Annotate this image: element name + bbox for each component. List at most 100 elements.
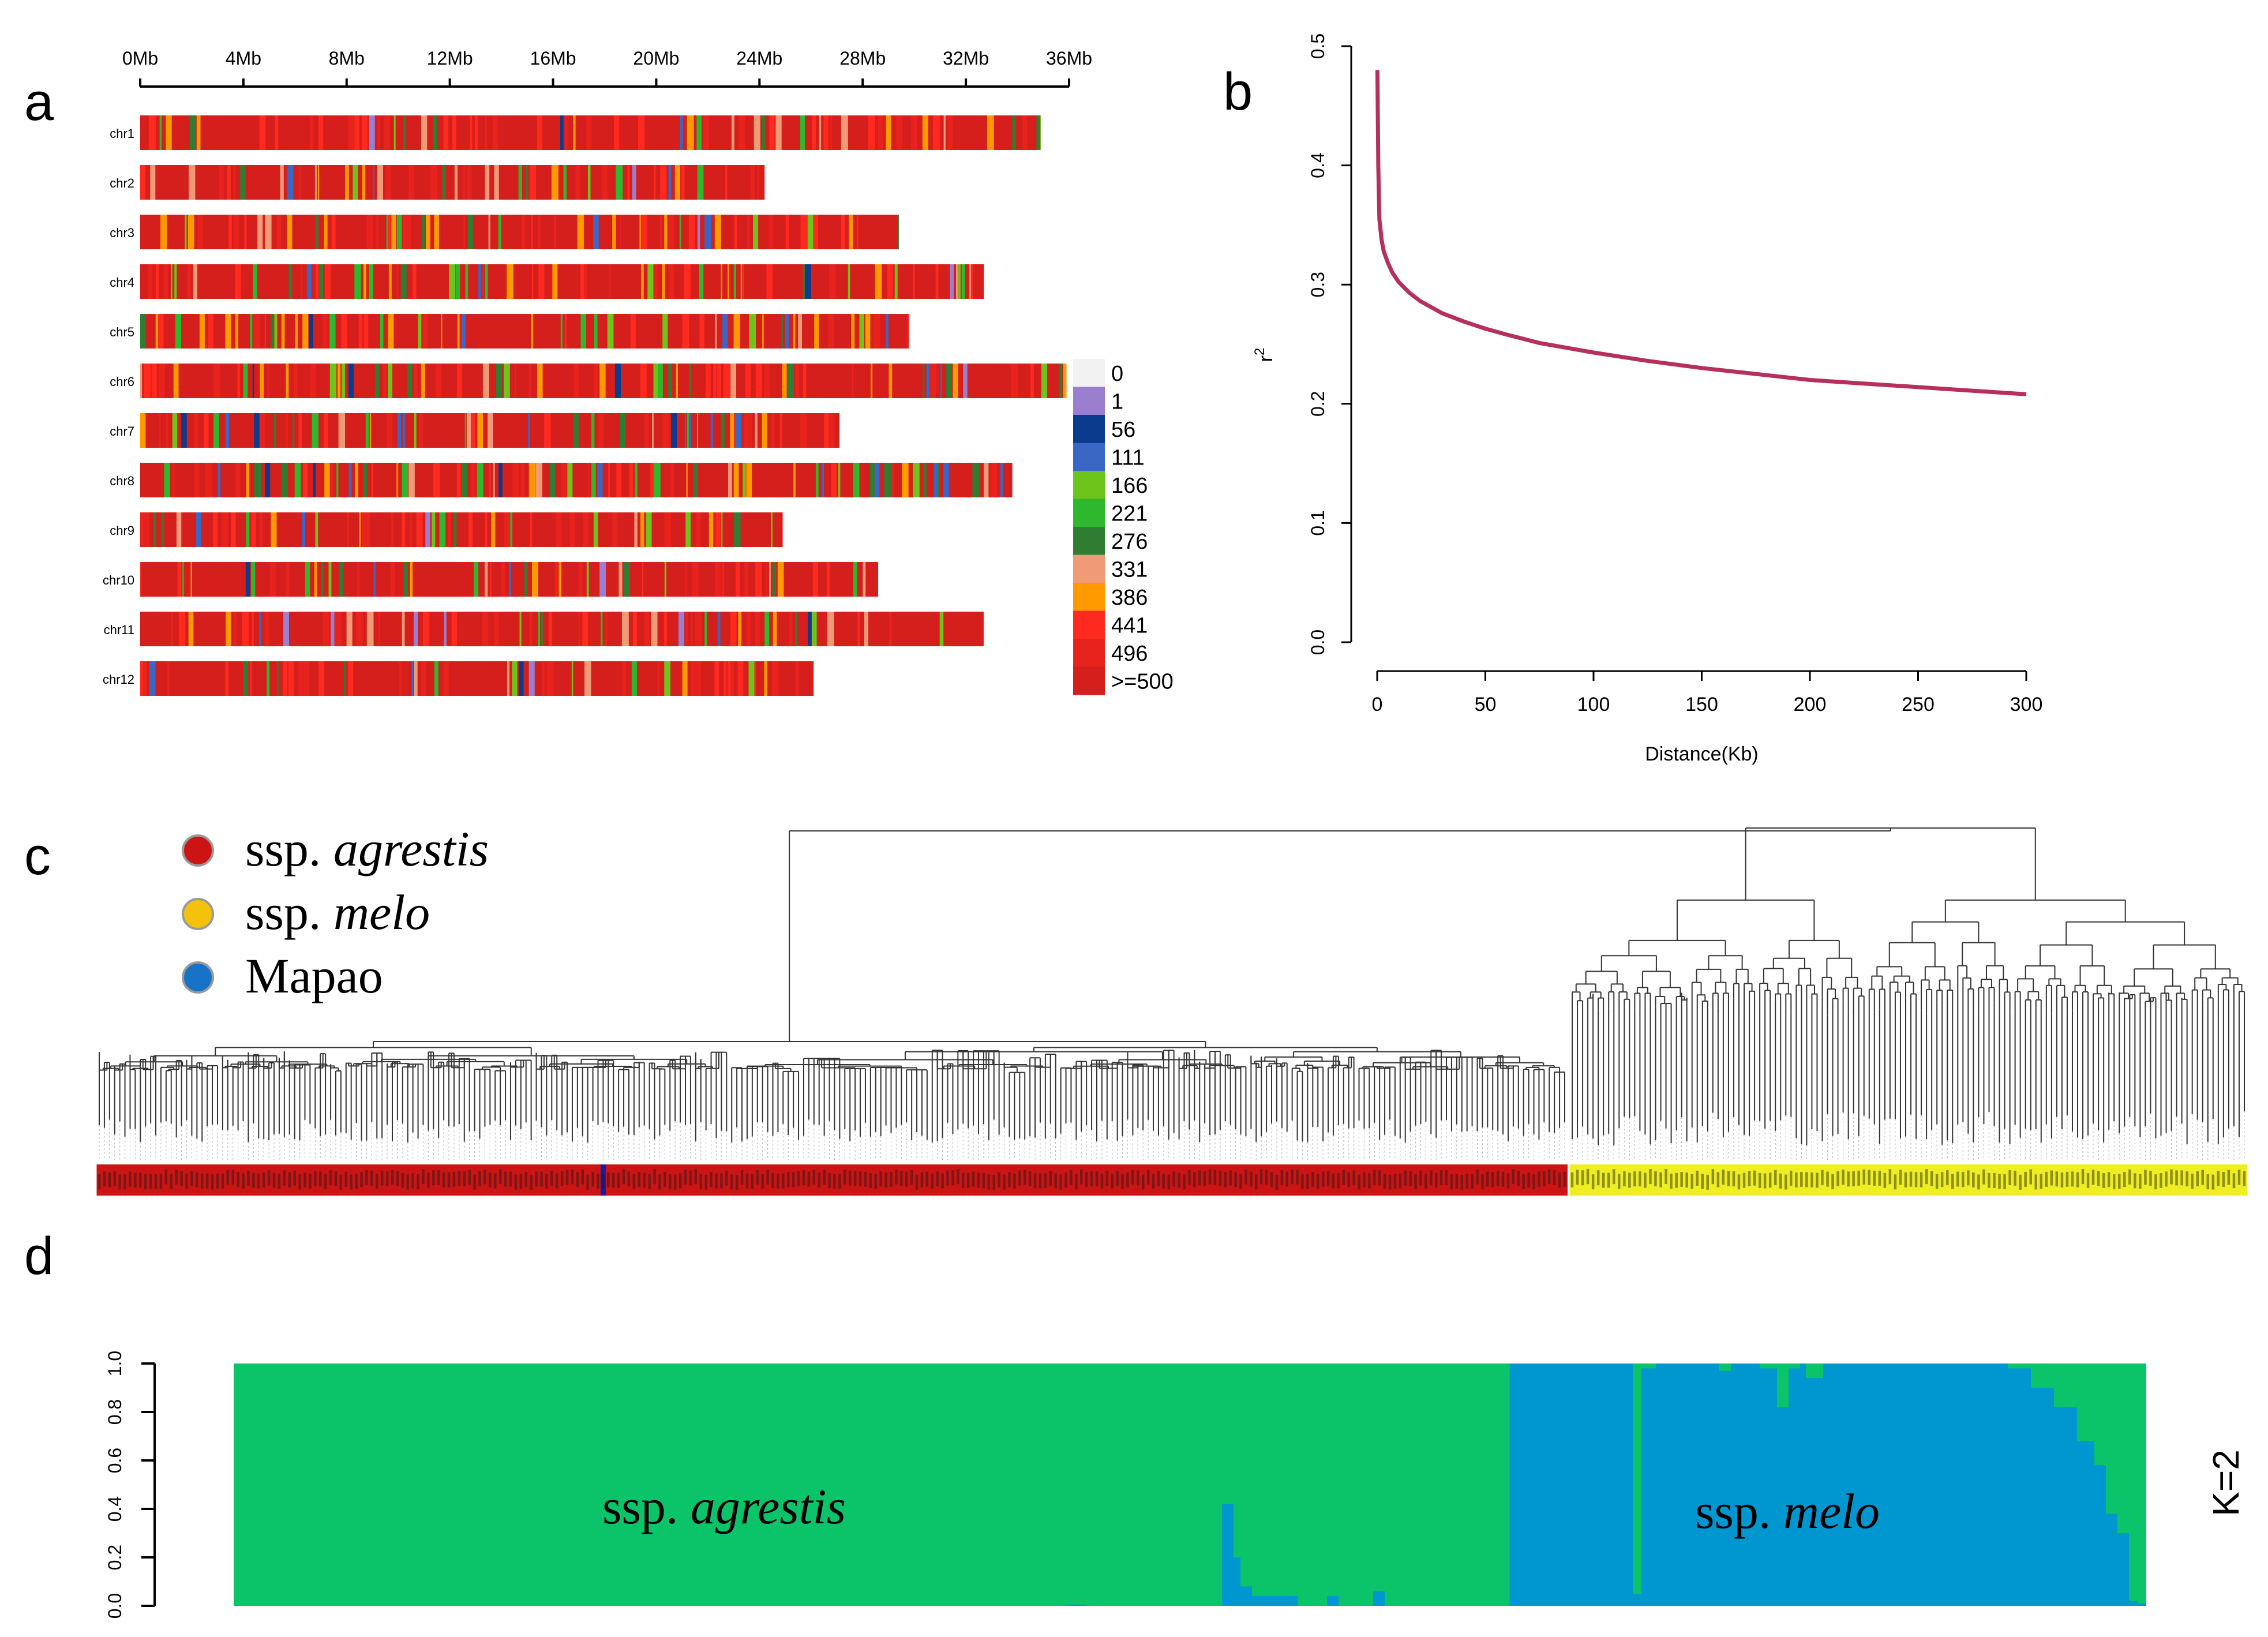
tip-label-text [1213,1170,1217,1185]
tip-label-text [2123,1172,2126,1188]
density-stripe [573,364,579,398]
tip-label-text [1296,1169,1299,1185]
tip-label [688,1164,693,1196]
density-stripe [990,463,997,497]
density-stripe [298,413,302,448]
tip-label [1970,1164,1977,1196]
tip-label-text [869,1173,872,1188]
chromosome-chr2: chr2 [110,165,765,200]
tip-label-text [1054,1173,1057,1189]
density-stripe [443,661,449,696]
density-stripe [788,364,794,398]
tip-label-text [123,1174,126,1190]
density-stripe [963,364,968,398]
density-stripe [286,413,288,448]
tip-label-text [483,1169,486,1185]
density-stripe [531,314,534,349]
tip-label [909,1164,915,1196]
tip-label [1058,1164,1064,1196]
tip-label-text [1790,1170,1793,1186]
density-stripe [410,512,412,547]
density-stripe [363,314,369,349]
chromosome-label: chr4 [110,275,134,290]
tip-label-text [1183,1174,1186,1190]
density-stripe [1030,364,1034,398]
tip-label-text [237,1172,239,1188]
tip-label [492,1164,498,1196]
density-stripe [175,314,182,349]
density-stripe [969,264,971,299]
density-stripe [874,314,880,349]
density-stripe [746,463,752,497]
tip-label [893,1164,899,1196]
density-stripe [593,512,598,547]
tip-label [256,1164,262,1196]
density-stripe [538,215,541,249]
density-stripe [902,463,909,497]
density-stripe [642,215,647,249]
tip-label-text [787,1172,790,1188]
tip-label-text [242,1173,245,1189]
density-stripe [696,115,702,150]
tip-label-text [149,1174,152,1189]
x-axis: 0Mb 4Mb 8Mb 12Mb 16Mb 20Mb 24Mb 28Mb 32Mb 36Mb [122,48,1092,88]
x-tick-label: 50 [1475,694,1497,716]
tip-label [199,1164,205,1196]
tip-label-text [957,1169,959,1185]
density-stripe [734,512,741,547]
density-stripe [491,512,496,547]
tip-label [1658,1164,1664,1196]
tip-label-text [272,1173,276,1188]
tip-label [379,1164,385,1196]
density-stripe [669,215,674,249]
density-stripe [744,413,750,448]
tip-label-text [792,1172,795,1188]
density-stripe [188,612,194,646]
tip-label [564,1164,571,1196]
tip-label [1939,1164,1945,1196]
tip-label [1590,1164,1596,1196]
tip-label [338,1164,344,1196]
tip-label [1653,1164,1659,1196]
density-stripe [253,314,261,349]
density-stripe [812,612,817,646]
tip-label [960,1164,966,1196]
tip-label-text [1737,1174,1741,1190]
density-stripe [205,463,212,497]
tip-label-text [334,1171,338,1186]
tip-label [1830,1164,1836,1196]
tip-label [1135,1164,1141,1196]
tip-label [744,1164,750,1196]
tip-label [539,1164,545,1196]
density-stripe [488,215,490,249]
density-stripe [185,215,187,249]
density-stripe [642,562,644,597]
density-stripe [253,264,257,299]
density-stripe [984,463,989,497]
density-stripe [738,115,745,150]
density-stripe [329,364,337,398]
tip-label-text [2217,1170,2220,1186]
density-stripe [658,364,663,398]
density-stripe [923,364,925,398]
tip-label-text [350,1174,353,1190]
tip-label-text [1378,1170,1381,1186]
tip-label [605,1164,612,1196]
density-stripe [671,413,677,448]
density-stripe [254,413,260,448]
tip-label [415,1164,421,1196]
tip-label-text [1337,1173,1340,1189]
density-stripe [172,413,178,448]
tip-label [1767,1164,1774,1196]
density-stripe [878,115,883,150]
tip-label-text [380,1170,384,1186]
density-stripe [477,413,483,448]
tip-label [1689,1164,1695,1196]
chromosome-chr8: chr8 [110,463,1013,497]
tip-label-text [406,1174,409,1190]
density-stripe [235,314,239,349]
tip-label [1423,1164,1429,1196]
tip-labels [96,1164,2248,1196]
chromosome-label: chr12 [103,672,134,687]
tip-label [1616,1164,1622,1196]
